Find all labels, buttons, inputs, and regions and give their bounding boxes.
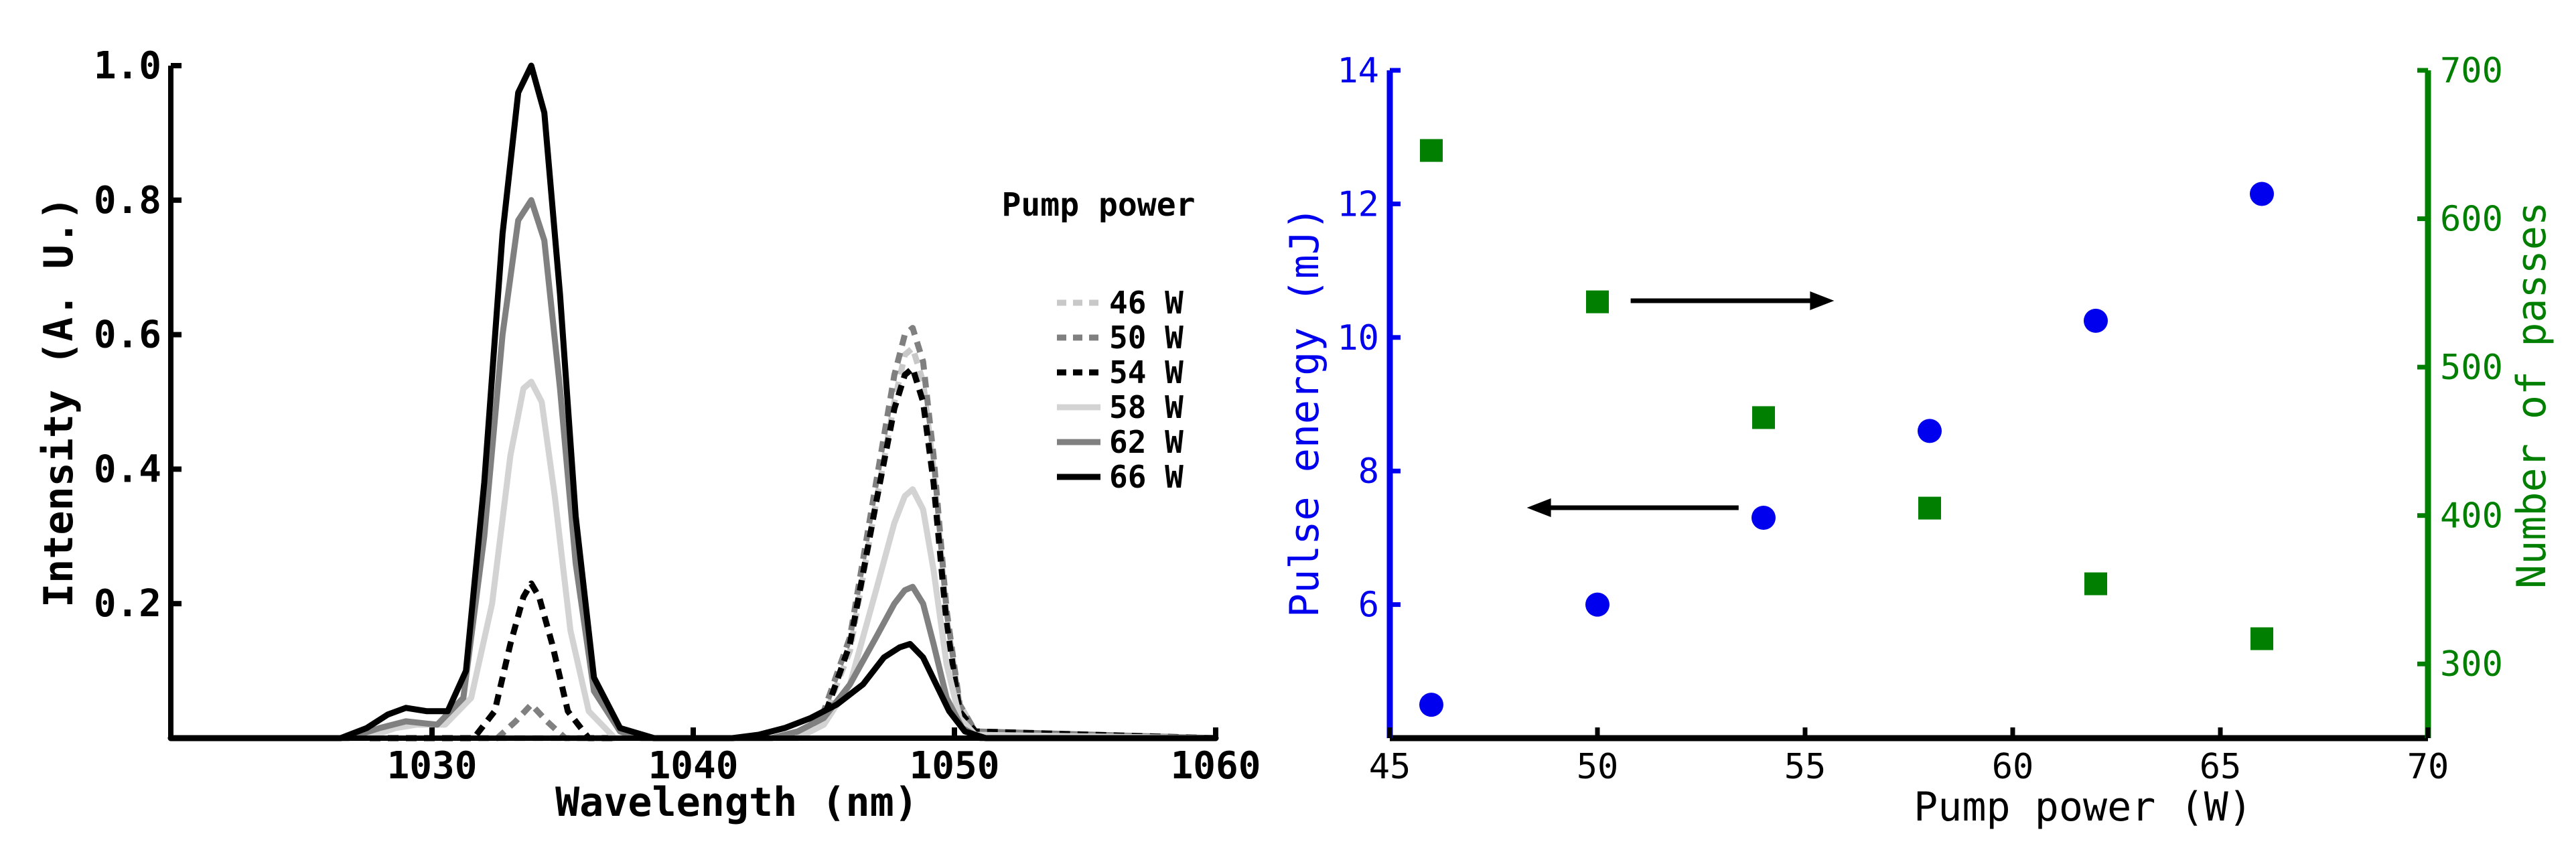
spectrum-y-tick-label: 0.8	[94, 179, 161, 222]
spectrum-x-tick-label: 1060	[1171, 744, 1261, 788]
arrow-right-head	[1810, 291, 1835, 310]
energy-y-tick-label: 10	[1337, 318, 1379, 358]
spectrum-plot-area	[167, 62, 1219, 741]
energy-y-axis-label: Pulse energy (mJ)	[1281, 206, 1328, 618]
legend-label: 46 W	[1109, 285, 1184, 321]
legend-label: 58 W	[1109, 389, 1184, 425]
passes-y-tick-label: 700	[2440, 51, 2503, 91]
spectrum-x-axis-label: Wavelength (nm)	[555, 779, 918, 826]
axis-indicator-arrows	[1526, 291, 1835, 518]
spectrum-y-tick-label: 0.4	[94, 447, 161, 491]
spectrum-x-ticks: 1030 1040 1050 1060	[387, 727, 1261, 788]
spectrum-y-axis-label: Intensity (A. U.)	[35, 196, 82, 608]
energy-point	[1751, 505, 1776, 530]
energy-point	[2250, 182, 2274, 206]
legend-label: 54 W	[1109, 354, 1184, 391]
energy-y-ticks: 6 8 10 12 14	[1337, 51, 1401, 626]
energy-plot-area	[1419, 139, 2274, 717]
spectrum-y-tick-label: 1.0	[94, 44, 161, 88]
energy-point	[2084, 308, 2108, 333]
legend-label: 66 W	[1109, 459, 1184, 495]
legend-label: 62 W	[1109, 424, 1184, 460]
spectrum-chart: 1030 1040 1050 1060 0.2 0.4 0.6 0.8 1.0 Wavelen…	[35, 44, 1261, 826]
spectrum-line-58-w	[167, 378, 1219, 741]
spectrum-x-tick-label: 1050	[910, 744, 1000, 788]
spectrum-x-tick-label: 1030	[387, 744, 478, 788]
energy-passes-chart: 45 50 55 60 65 70 6 8 10 12 14 300 400 500 600 700 Pu…	[1281, 51, 2555, 831]
spectrum-legend: Pump power 46 W50 W54 W58 W62 W66 W	[1002, 186, 1196, 495]
passes-point	[1752, 406, 1775, 429]
spectrum-line-66-w	[167, 62, 1219, 741]
power-x-tick-label: 60	[1992, 747, 2034, 787]
passes-y-tick-label: 400	[2440, 496, 2503, 537]
passes-y-ticks: 300 400 500 600 700	[2417, 51, 2503, 685]
power-x-tick-label: 65	[2200, 747, 2242, 787]
legend-title: Pump power	[1002, 186, 1196, 224]
spectrum-x-tick-label: 1040	[648, 744, 739, 788]
spectrum-y-tick-label: 0.6	[94, 313, 161, 357]
spectrum-y-tick-label: 0.2	[94, 582, 161, 626]
energy-y-tick-label: 6	[1358, 585, 1379, 626]
power-x-tick-label: 45	[1369, 747, 1411, 787]
passes-point	[1586, 290, 1609, 313]
passes-y-tick-label: 500	[2440, 348, 2503, 388]
spectrum-y-ticks: 0.2 0.4 0.6 0.8 1.0	[94, 44, 182, 626]
spectrum-line-54-w	[171, 365, 1216, 741]
power-x-tick-label: 70	[2407, 747, 2449, 787]
energy-y-tick-label: 8	[1358, 451, 1379, 492]
power-x-ticks: 45 50 55 60 65 70	[1369, 727, 2449, 787]
passes-point	[2250, 627, 2273, 650]
passes-y-tick-label: 300	[2440, 644, 2503, 685]
legend-rows: 46 W50 W54 W58 W62 W66 W	[1057, 285, 1184, 495]
passes-y-axis-label: Number of passes	[2508, 202, 2555, 589]
energy-y-tick-label: 14	[1337, 51, 1379, 91]
power-x-axis-label: Pump power (W)	[1914, 784, 2252, 831]
passes-y-tick-label: 600	[2440, 200, 2503, 240]
passes-point	[1420, 139, 1443, 162]
power-x-tick-label: 50	[1577, 747, 1619, 787]
energy-y-tick-label: 12	[1337, 184, 1379, 224]
energy-point	[1918, 419, 1942, 443]
energy-point	[1419, 693, 1443, 717]
spectrum-line-62-w	[167, 197, 1219, 741]
energy-point	[1585, 592, 1609, 617]
arrow-left-head	[1526, 498, 1551, 518]
passes-point	[2084, 572, 2107, 595]
legend-label: 50 W	[1109, 320, 1184, 356]
passes-point	[1918, 496, 1941, 520]
spectrum-line-50-w	[171, 325, 1216, 741]
power-x-tick-label: 55	[1784, 747, 1827, 787]
